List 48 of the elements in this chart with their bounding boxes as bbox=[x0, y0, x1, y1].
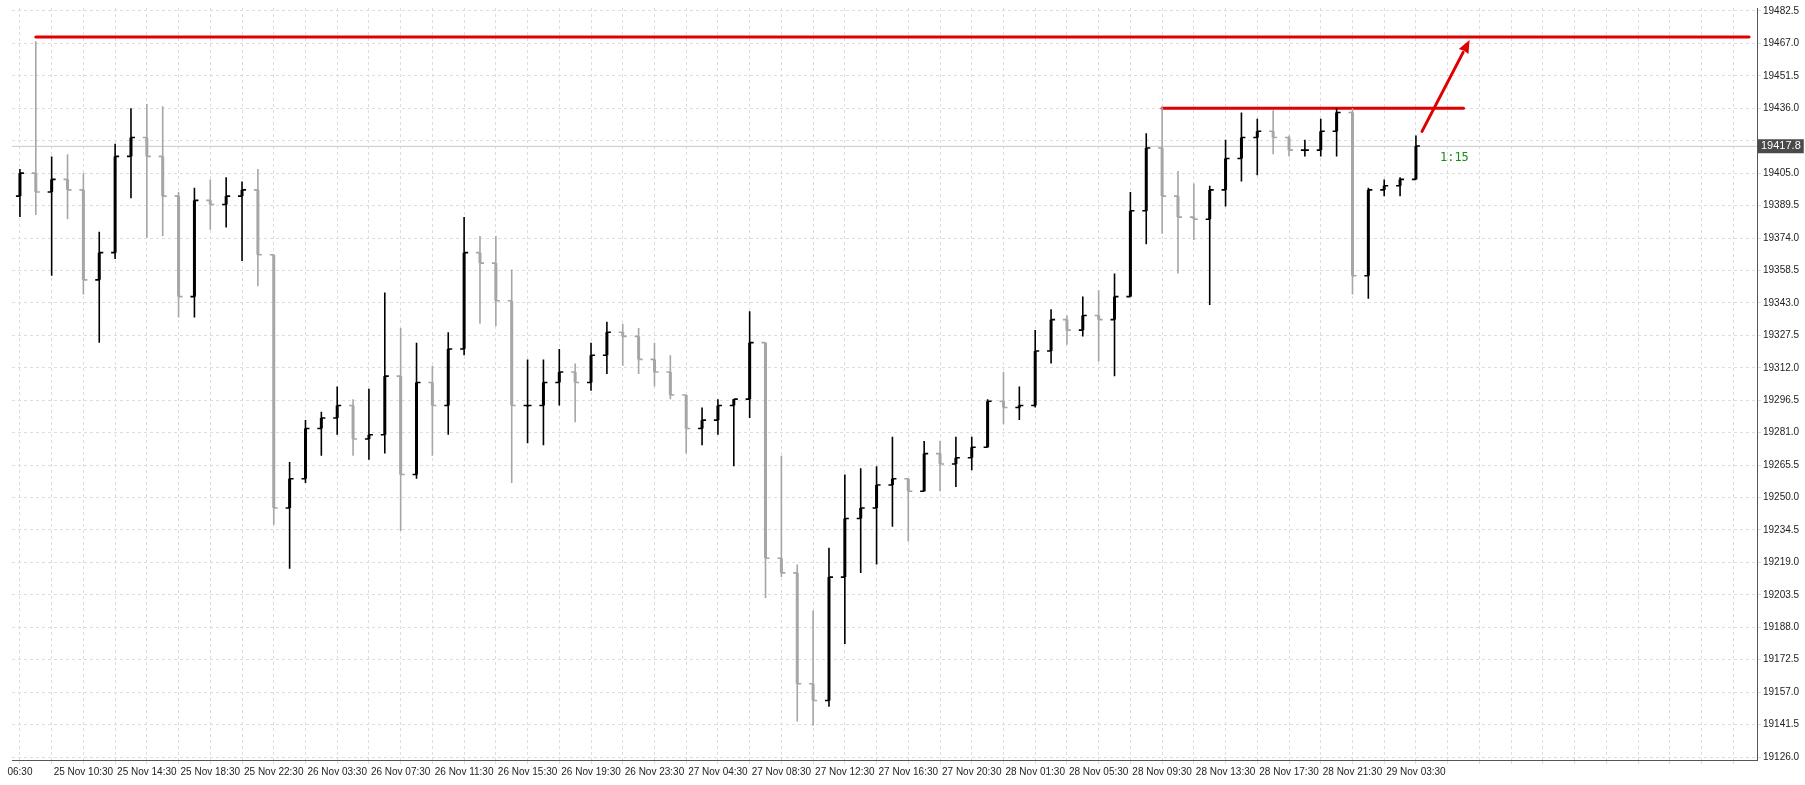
y-tick-label: 19343.0 bbox=[1763, 296, 1800, 308]
x-tick-label: 25 Nov 10:30 bbox=[53, 765, 114, 777]
x-tick-label: 28 Nov 13:30 bbox=[1195, 765, 1256, 777]
x-tick-label: 27 Nov 20:30 bbox=[942, 765, 1002, 777]
x-tick-label: 25 Nov 18:30 bbox=[180, 765, 241, 777]
x-tick-label: 26 Nov 23:30 bbox=[624, 765, 685, 777]
y-tick-label: 19250.0 bbox=[1763, 491, 1800, 503]
x-tick-label: 26 Nov 03:30 bbox=[307, 765, 368, 777]
ref-line-label: 19417.8 bbox=[1761, 139, 1801, 152]
x-tick-label: 27 Nov 12:30 bbox=[815, 765, 876, 777]
y-tick-label: 19234.5 bbox=[1763, 523, 1800, 535]
y-tick-label: 19141.5 bbox=[1763, 718, 1800, 730]
x-tick-label: 27 Nov 08:30 bbox=[751, 765, 812, 777]
y-tick-label: 19219.0 bbox=[1763, 556, 1800, 568]
y-tick-label: 19203.5 bbox=[1763, 588, 1800, 600]
x-tick-label: 27 Nov 04:30 bbox=[688, 765, 749, 777]
y-tick-label: 19265.5 bbox=[1763, 458, 1800, 470]
y-tick-label: 19296.5 bbox=[1763, 393, 1800, 405]
x-tick-label: 25 Nov 22:30 bbox=[244, 765, 304, 777]
x-tick-label: 26 Nov 07:30 bbox=[370, 765, 431, 777]
x-tick-label: 28 Nov 17:30 bbox=[1259, 765, 1320, 777]
y-tick-label: 19451.5 bbox=[1763, 69, 1800, 81]
y-tick-label: 19126.0 bbox=[1763, 750, 1800, 762]
x-tick-label: 06:30 bbox=[7, 765, 33, 777]
y-tick-label: 19281.0 bbox=[1763, 426, 1800, 438]
x-tick-label: 28 Nov 09:30 bbox=[1132, 765, 1193, 777]
y-tick-label: 19358.5 bbox=[1763, 264, 1800, 276]
y-tick-label: 19482.5 bbox=[1763, 4, 1800, 16]
y-tick-label: 19157.0 bbox=[1763, 685, 1800, 697]
annotation: 1:15 bbox=[1439, 150, 1469, 165]
y-tick-label: 19312.0 bbox=[1763, 361, 1800, 373]
x-tick-label: 26 Nov 11:30 bbox=[434, 765, 494, 777]
y-tick-label: 19389.5 bbox=[1763, 199, 1800, 211]
y-tick-label: 19374.0 bbox=[1763, 231, 1800, 243]
x-tick-label: 27 Nov 16:30 bbox=[878, 765, 939, 777]
y-tick-label: 19327.5 bbox=[1763, 329, 1800, 341]
x-tick-label: 25 Nov 14:30 bbox=[117, 765, 178, 777]
y-tick-label: 19188.0 bbox=[1763, 621, 1800, 633]
x-tick-label: 26 Nov 15:30 bbox=[497, 765, 558, 777]
x-tick-label: 28 Nov 05:30 bbox=[1068, 765, 1129, 777]
x-tick-label: 29 Nov 03:30 bbox=[1386, 765, 1447, 777]
x-tick-label: 28 Nov 01:30 bbox=[1005, 765, 1066, 777]
x-tick-label: 28 Nov 21:30 bbox=[1322, 765, 1383, 777]
y-tick-label: 19436.0 bbox=[1763, 102, 1800, 113]
y-tick-label: 19405.0 bbox=[1763, 166, 1800, 178]
y-tick-label: 19467.0 bbox=[1763, 37, 1800, 49]
y-tick-label: 19172.5 bbox=[1763, 653, 1800, 665]
x-tick-label: 26 Nov 19:30 bbox=[561, 765, 622, 777]
